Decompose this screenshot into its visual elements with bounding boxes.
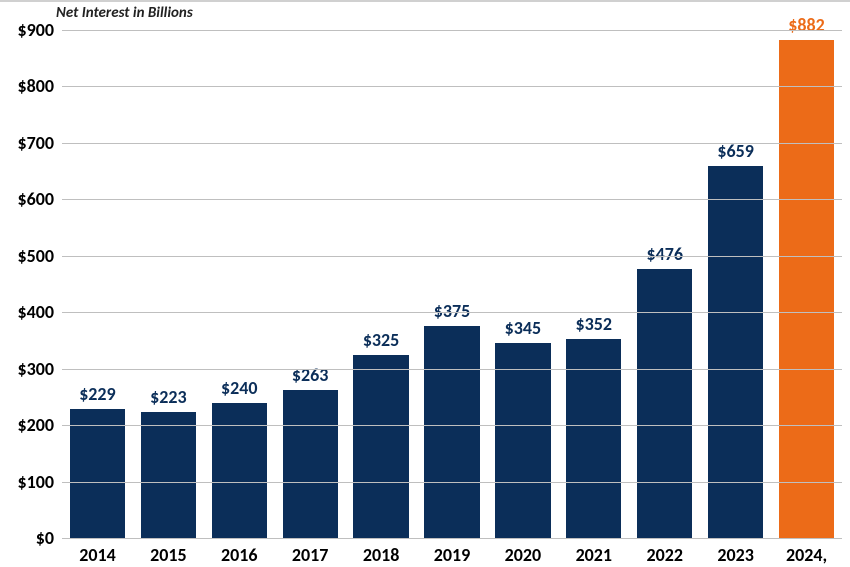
x-tick-label: 2017 xyxy=(292,538,329,566)
bar-value-label: $223 xyxy=(150,386,187,412)
gridline xyxy=(62,86,842,87)
bar: $240 xyxy=(212,403,267,538)
top-border xyxy=(0,0,850,2)
y-tick-label: $200 xyxy=(18,414,63,436)
y-tick-label: $400 xyxy=(18,301,63,323)
gridline xyxy=(62,482,842,483)
gridline xyxy=(62,199,842,200)
x-tick-label: 2022 xyxy=(646,538,683,566)
y-tick-label: $800 xyxy=(18,75,63,97)
y-tick-label: $900 xyxy=(18,19,63,41)
bar-value-label: $240 xyxy=(221,377,258,403)
bar-value-label: $345 xyxy=(505,317,542,343)
gridline xyxy=(62,30,842,31)
x-tick-label: 2021 xyxy=(576,538,613,566)
bar: $882 xyxy=(779,40,834,538)
y-tick-label: $600 xyxy=(18,188,63,210)
bar-chart: $229 $223 $240 $263 $325 $375 $345 $352 $476 $659… xyxy=(62,30,842,538)
bars-layer: $229 $223 $240 $263 $325 $375 $345 $352 $476 $659… xyxy=(62,30,842,538)
gridline xyxy=(62,143,842,144)
bar-value-label: $263 xyxy=(292,364,329,390)
y-tick-label: $0 xyxy=(36,527,62,549)
x-tick-label: 2024, xyxy=(786,538,827,566)
y-tick-label: $500 xyxy=(18,245,63,267)
bar-value-label: $325 xyxy=(363,329,400,355)
bar: $476 xyxy=(637,269,692,538)
x-tick-label: 2016 xyxy=(221,538,258,566)
gridline xyxy=(62,312,842,313)
x-tick-label: 2015 xyxy=(150,538,187,566)
bar-value-label: $659 xyxy=(717,140,754,166)
y-tick-label: $100 xyxy=(18,471,63,493)
bar: $223 xyxy=(141,412,196,538)
y-tick-label: $300 xyxy=(18,358,63,380)
gridline xyxy=(62,425,842,426)
x-tick-label: 2014 xyxy=(79,538,116,566)
bar-value-label: $229 xyxy=(79,383,116,409)
x-tick-label: 2019 xyxy=(434,538,471,566)
x-tick-label: 2023 xyxy=(717,538,754,566)
bar: $345 xyxy=(495,343,550,538)
x-tick-label: 2018 xyxy=(363,538,400,566)
bar: $325 xyxy=(353,355,408,538)
bar: $375 xyxy=(424,326,479,538)
gridline xyxy=(62,369,842,370)
y-tick-label: $700 xyxy=(18,132,63,154)
bar-value-label: $882 xyxy=(788,14,825,40)
chart-subtitle: Net Interest in Billions xyxy=(56,4,193,22)
gridline xyxy=(62,256,842,257)
x-tick-label: 2020 xyxy=(505,538,542,566)
bar: $229 xyxy=(70,409,125,538)
bar-value-label: $375 xyxy=(434,300,471,326)
bar: $263 xyxy=(283,390,338,538)
bar-value-label: $352 xyxy=(576,313,613,339)
